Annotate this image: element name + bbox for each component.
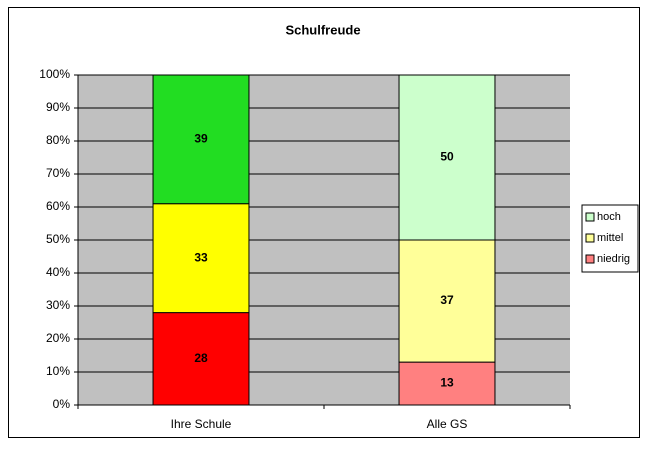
legend-swatch bbox=[585, 233, 595, 243]
legend-label: mittel bbox=[597, 232, 623, 244]
data-label: 28 bbox=[194, 351, 208, 365]
legend-label: hoch bbox=[597, 211, 621, 223]
y-tick-label: 90% bbox=[46, 100, 70, 114]
chart-title: Schulfreude bbox=[285, 22, 360, 37]
bar-segment bbox=[152, 312, 250, 406]
data-label: 13 bbox=[440, 376, 454, 390]
y-tick-label: 30% bbox=[46, 298, 70, 312]
legend-label: niedrig bbox=[597, 253, 630, 265]
y-tick-label: 0% bbox=[53, 397, 71, 411]
y-tick-label: 20% bbox=[46, 331, 70, 345]
bar-segment bbox=[152, 203, 250, 314]
x-tick-label: Ihre Schule bbox=[171, 417, 232, 431]
data-label: 33 bbox=[194, 250, 208, 264]
bar-segment bbox=[398, 239, 496, 363]
y-tick-label: 100% bbox=[39, 67, 70, 81]
data-label: 39 bbox=[194, 132, 208, 146]
y-tick-label: 80% bbox=[46, 133, 70, 147]
bar-segment bbox=[152, 74, 250, 205]
y-tick-label: 40% bbox=[46, 265, 70, 279]
x-tick-label: Alle GS bbox=[427, 417, 468, 431]
data-label: 37 bbox=[440, 293, 454, 307]
legend-swatch bbox=[585, 212, 595, 222]
y-tick-label: 10% bbox=[46, 364, 70, 378]
bar-segment bbox=[398, 361, 496, 406]
y-tick-label: 50% bbox=[46, 232, 70, 246]
data-label: 50 bbox=[440, 150, 454, 164]
y-tick-label: 60% bbox=[46, 199, 70, 213]
y-tick-label: 70% bbox=[46, 166, 70, 180]
bar-segment bbox=[398, 74, 496, 241]
legend-swatch bbox=[585, 254, 595, 264]
